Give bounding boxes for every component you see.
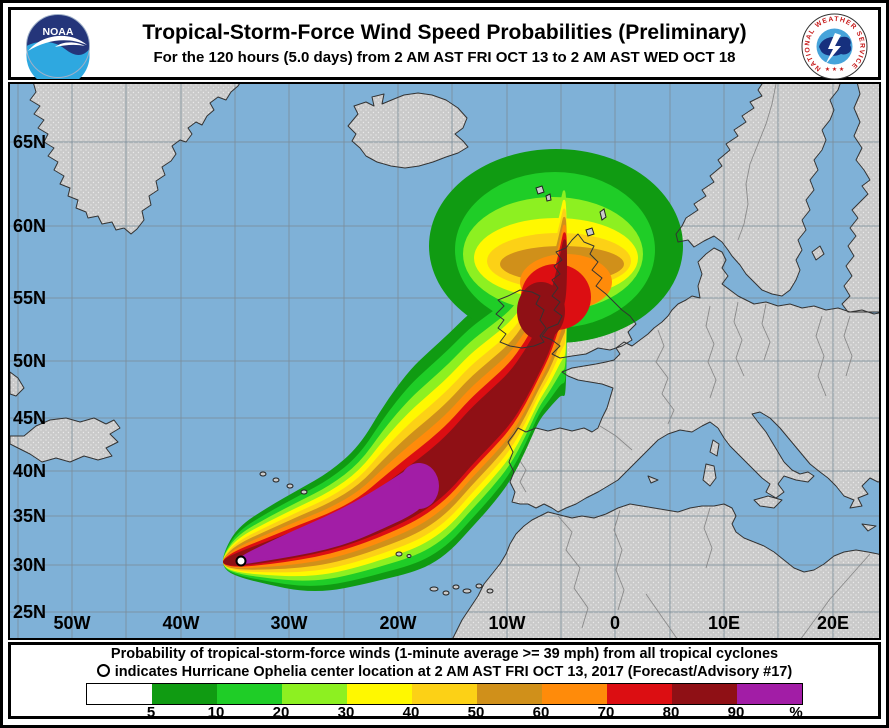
land-newfoundland (10, 418, 120, 462)
land-sardinia (703, 464, 716, 486)
land-sicily (754, 496, 782, 508)
islet (452, 584, 460, 590)
band-90-100-pct (238, 463, 439, 564)
land-layer (10, 84, 879, 638)
legend-label-%: % (789, 704, 803, 719)
legend-swatch-1 (152, 684, 217, 704)
lon-label-10E: 10E (708, 613, 740, 633)
lon-label-20W: 20W (379, 613, 416, 633)
center-marker-glyph (96, 664, 110, 677)
legend-label-70: 70 (597, 704, 615, 719)
legend-label-5: 5 (146, 704, 156, 719)
islet (475, 583, 483, 589)
map-labels: 65N 60N 55N 50N 45N 40N 35N 30N 25N 50W 40W 30W 20W 1… (13, 132, 849, 633)
lon-label-30W: 30W (270, 613, 307, 633)
lat-label-65N: 65N (13, 132, 46, 152)
legend-swatch-7 (542, 684, 607, 704)
coastlines (10, 84, 879, 638)
islet (300, 489, 308, 495)
islet (462, 588, 472, 594)
legend-label-80: 80 (662, 704, 680, 719)
islet (395, 551, 403, 557)
legend-swatch-6 (477, 684, 542, 704)
islet (429, 586, 439, 592)
islet (406, 554, 412, 558)
header-titles: Tropical-Storm-Force Wind Speed Probabil… (121, 10, 768, 77)
lat-label-45N: 45N (13, 408, 46, 428)
lon-label-20E: 20E (817, 613, 849, 633)
islet (286, 483, 294, 489)
legend-label-30: 30 (337, 704, 355, 719)
islet (486, 588, 494, 594)
land-finland-baltics (842, 84, 879, 312)
legend-label-50: 50 (467, 704, 485, 719)
legend-label-60: 60 (532, 704, 550, 719)
country-borders (515, 84, 871, 638)
lat-label-55N: 55N (13, 288, 46, 308)
legend-swatch-5 (412, 684, 477, 704)
land-greenland (30, 84, 240, 234)
lat-label-35N: 35N (13, 506, 46, 526)
footer-line1: Probability of tropical-storm-force wind… (110, 646, 779, 662)
footer: Probability of tropical-storm-force wind… (8, 642, 881, 719)
island-faroe-1 (535, 185, 545, 195)
land-labrador-coast (10, 372, 24, 396)
land-north-africa (453, 504, 879, 638)
probability-bands (223, 149, 683, 591)
nws-logo-stars: ★ ★ ★ (825, 66, 844, 73)
page-subtitle: For the 120 hours (5.0 days) from 2 AM A… (153, 49, 736, 66)
legend-label-10: 10 (207, 704, 225, 719)
probability-legend: 5 10 20 30 40 50 60 70 80 90% (86, 683, 803, 719)
noaa-logo-text: NOAA (43, 26, 74, 38)
legend-labels: 5 10 20 30 40 50 60 70 80 90% (86, 704, 803, 719)
island-faroe-2 (545, 193, 552, 202)
land-iceland (348, 93, 468, 168)
land-continental-europe (508, 248, 879, 512)
lat-label-50N: 50N (13, 351, 46, 371)
lon-label-0: 0 (610, 613, 620, 633)
probability-map: 65N 60N 55N 50N 45N 40N 35N 30N 25N 50W 40W 30W 20W 1… (10, 84, 879, 638)
legend-swatch-2 (217, 684, 282, 704)
legend-swatch-8 (607, 684, 672, 704)
legend-label-40: 40 (402, 704, 420, 719)
islet (272, 477, 280, 483)
legend-label-90: 90 (727, 704, 745, 719)
island-orkney (585, 227, 595, 237)
lon-label-40W: 40W (162, 613, 199, 633)
islet (442, 590, 450, 596)
noaa-logo: NOAA (26, 14, 90, 79)
lat-label-25N: 25N (13, 602, 46, 622)
map-frame: 65N 60N 55N 50N 45N 40N 35N 30N 25N 50W 40W 30W 20W 1… (8, 82, 881, 640)
footer-line2-text: indicates Hurricane Ophelia center locat… (114, 664, 793, 680)
legend-swatch-0 (87, 684, 152, 704)
nws-logo: NATIONAL WEATHER SERVICE ★ ★ ★ (801, 13, 868, 80)
lon-label-10W: 10W (488, 613, 525, 633)
legend-swatch-4 (347, 684, 412, 704)
header: NOAA Tropical-Storm-Force Wind Speed Pro… (8, 7, 881, 80)
legend-swatch-9 (672, 684, 737, 704)
island-shetland (599, 208, 607, 221)
storm-center-marker (235, 555, 247, 567)
land-gotland (812, 246, 824, 260)
lat-label-40N: 40N (13, 461, 46, 481)
legend-colorbar (86, 683, 803, 705)
legend-swatch-3 (282, 684, 347, 704)
legend-label-20: 20 (272, 704, 290, 719)
legend-swatch-10 (737, 684, 802, 704)
footer-line2: indicates Hurricane Ophelia center locat… (11, 664, 878, 681)
islet (259, 471, 267, 477)
lat-label-60N: 60N (13, 216, 46, 236)
lon-label-50W: 50W (53, 613, 90, 633)
page-title: Tropical-Storm-Force Wind Speed Probabil… (142, 21, 747, 44)
lat-label-30N: 30N (13, 555, 46, 575)
small-islands (259, 185, 607, 596)
